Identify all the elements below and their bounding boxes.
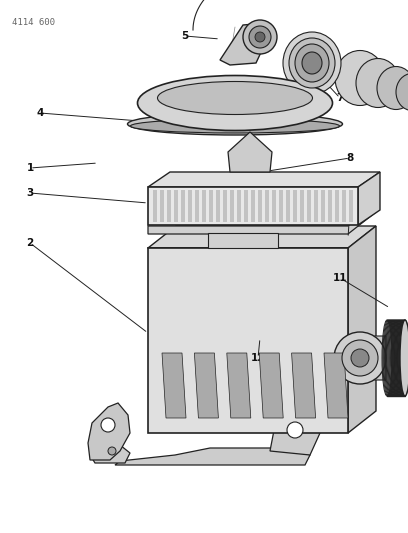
Ellipse shape — [377, 67, 408, 109]
Polygon shape — [292, 353, 316, 418]
Polygon shape — [174, 190, 178, 222]
Polygon shape — [335, 190, 339, 222]
Polygon shape — [194, 353, 218, 418]
Polygon shape — [251, 190, 255, 222]
Polygon shape — [272, 190, 276, 222]
Polygon shape — [202, 190, 206, 222]
Polygon shape — [314, 190, 318, 222]
Polygon shape — [328, 190, 332, 222]
Text: 2: 2 — [27, 238, 33, 248]
Polygon shape — [387, 320, 405, 396]
Polygon shape — [160, 190, 164, 222]
Text: 4: 4 — [36, 108, 44, 118]
Ellipse shape — [249, 26, 271, 48]
Polygon shape — [349, 190, 353, 222]
Ellipse shape — [396, 74, 408, 110]
Polygon shape — [307, 190, 311, 222]
Text: 10: 10 — [343, 203, 357, 213]
Ellipse shape — [157, 82, 313, 115]
Text: 9: 9 — [346, 178, 354, 188]
Polygon shape — [348, 336, 386, 380]
Text: 3: 3 — [27, 188, 33, 198]
Ellipse shape — [400, 320, 408, 396]
Ellipse shape — [131, 119, 339, 133]
Polygon shape — [181, 190, 185, 222]
Ellipse shape — [342, 340, 378, 376]
Text: 6: 6 — [371, 68, 379, 78]
Ellipse shape — [335, 51, 385, 106]
Polygon shape — [265, 190, 269, 222]
Polygon shape — [153, 190, 157, 222]
Polygon shape — [148, 204, 376, 234]
Polygon shape — [195, 190, 199, 222]
Ellipse shape — [351, 349, 369, 367]
Ellipse shape — [108, 447, 116, 455]
Polygon shape — [208, 233, 278, 248]
Ellipse shape — [283, 32, 341, 94]
Text: 1: 1 — [27, 163, 33, 173]
Polygon shape — [259, 353, 283, 418]
Text: 5: 5 — [182, 31, 188, 41]
Polygon shape — [209, 190, 213, 222]
Ellipse shape — [255, 32, 265, 42]
Ellipse shape — [101, 418, 115, 432]
Polygon shape — [220, 23, 270, 65]
Polygon shape — [237, 190, 241, 222]
Polygon shape — [279, 190, 283, 222]
Ellipse shape — [287, 422, 303, 438]
Ellipse shape — [137, 76, 333, 131]
Text: 8: 8 — [346, 153, 354, 163]
Polygon shape — [358, 172, 380, 225]
Polygon shape — [324, 353, 348, 418]
Polygon shape — [348, 226, 376, 433]
Polygon shape — [167, 190, 171, 222]
Polygon shape — [148, 172, 380, 187]
Ellipse shape — [127, 113, 342, 135]
Polygon shape — [258, 190, 262, 222]
Polygon shape — [321, 190, 325, 222]
Polygon shape — [148, 187, 358, 225]
Polygon shape — [148, 226, 376, 248]
Polygon shape — [244, 190, 248, 222]
Polygon shape — [188, 190, 192, 222]
Text: 7: 7 — [336, 93, 344, 103]
Ellipse shape — [302, 52, 322, 74]
Polygon shape — [148, 248, 348, 433]
Polygon shape — [227, 353, 251, 418]
Text: 4114 600: 4114 600 — [12, 18, 55, 27]
Polygon shape — [270, 421, 320, 455]
Ellipse shape — [334, 332, 386, 384]
Polygon shape — [115, 443, 310, 465]
Polygon shape — [286, 190, 290, 222]
Ellipse shape — [295, 44, 329, 82]
Polygon shape — [90, 441, 130, 463]
Polygon shape — [223, 190, 227, 222]
Text: 11: 11 — [333, 273, 347, 283]
Ellipse shape — [243, 20, 277, 54]
Polygon shape — [293, 190, 297, 222]
Polygon shape — [216, 190, 220, 222]
Polygon shape — [342, 190, 346, 222]
Polygon shape — [228, 132, 272, 172]
Polygon shape — [88, 403, 130, 460]
Text: 12: 12 — [251, 353, 265, 363]
Ellipse shape — [356, 59, 400, 108]
Polygon shape — [300, 190, 304, 222]
Ellipse shape — [289, 38, 335, 88]
Polygon shape — [230, 190, 234, 222]
Polygon shape — [162, 353, 186, 418]
